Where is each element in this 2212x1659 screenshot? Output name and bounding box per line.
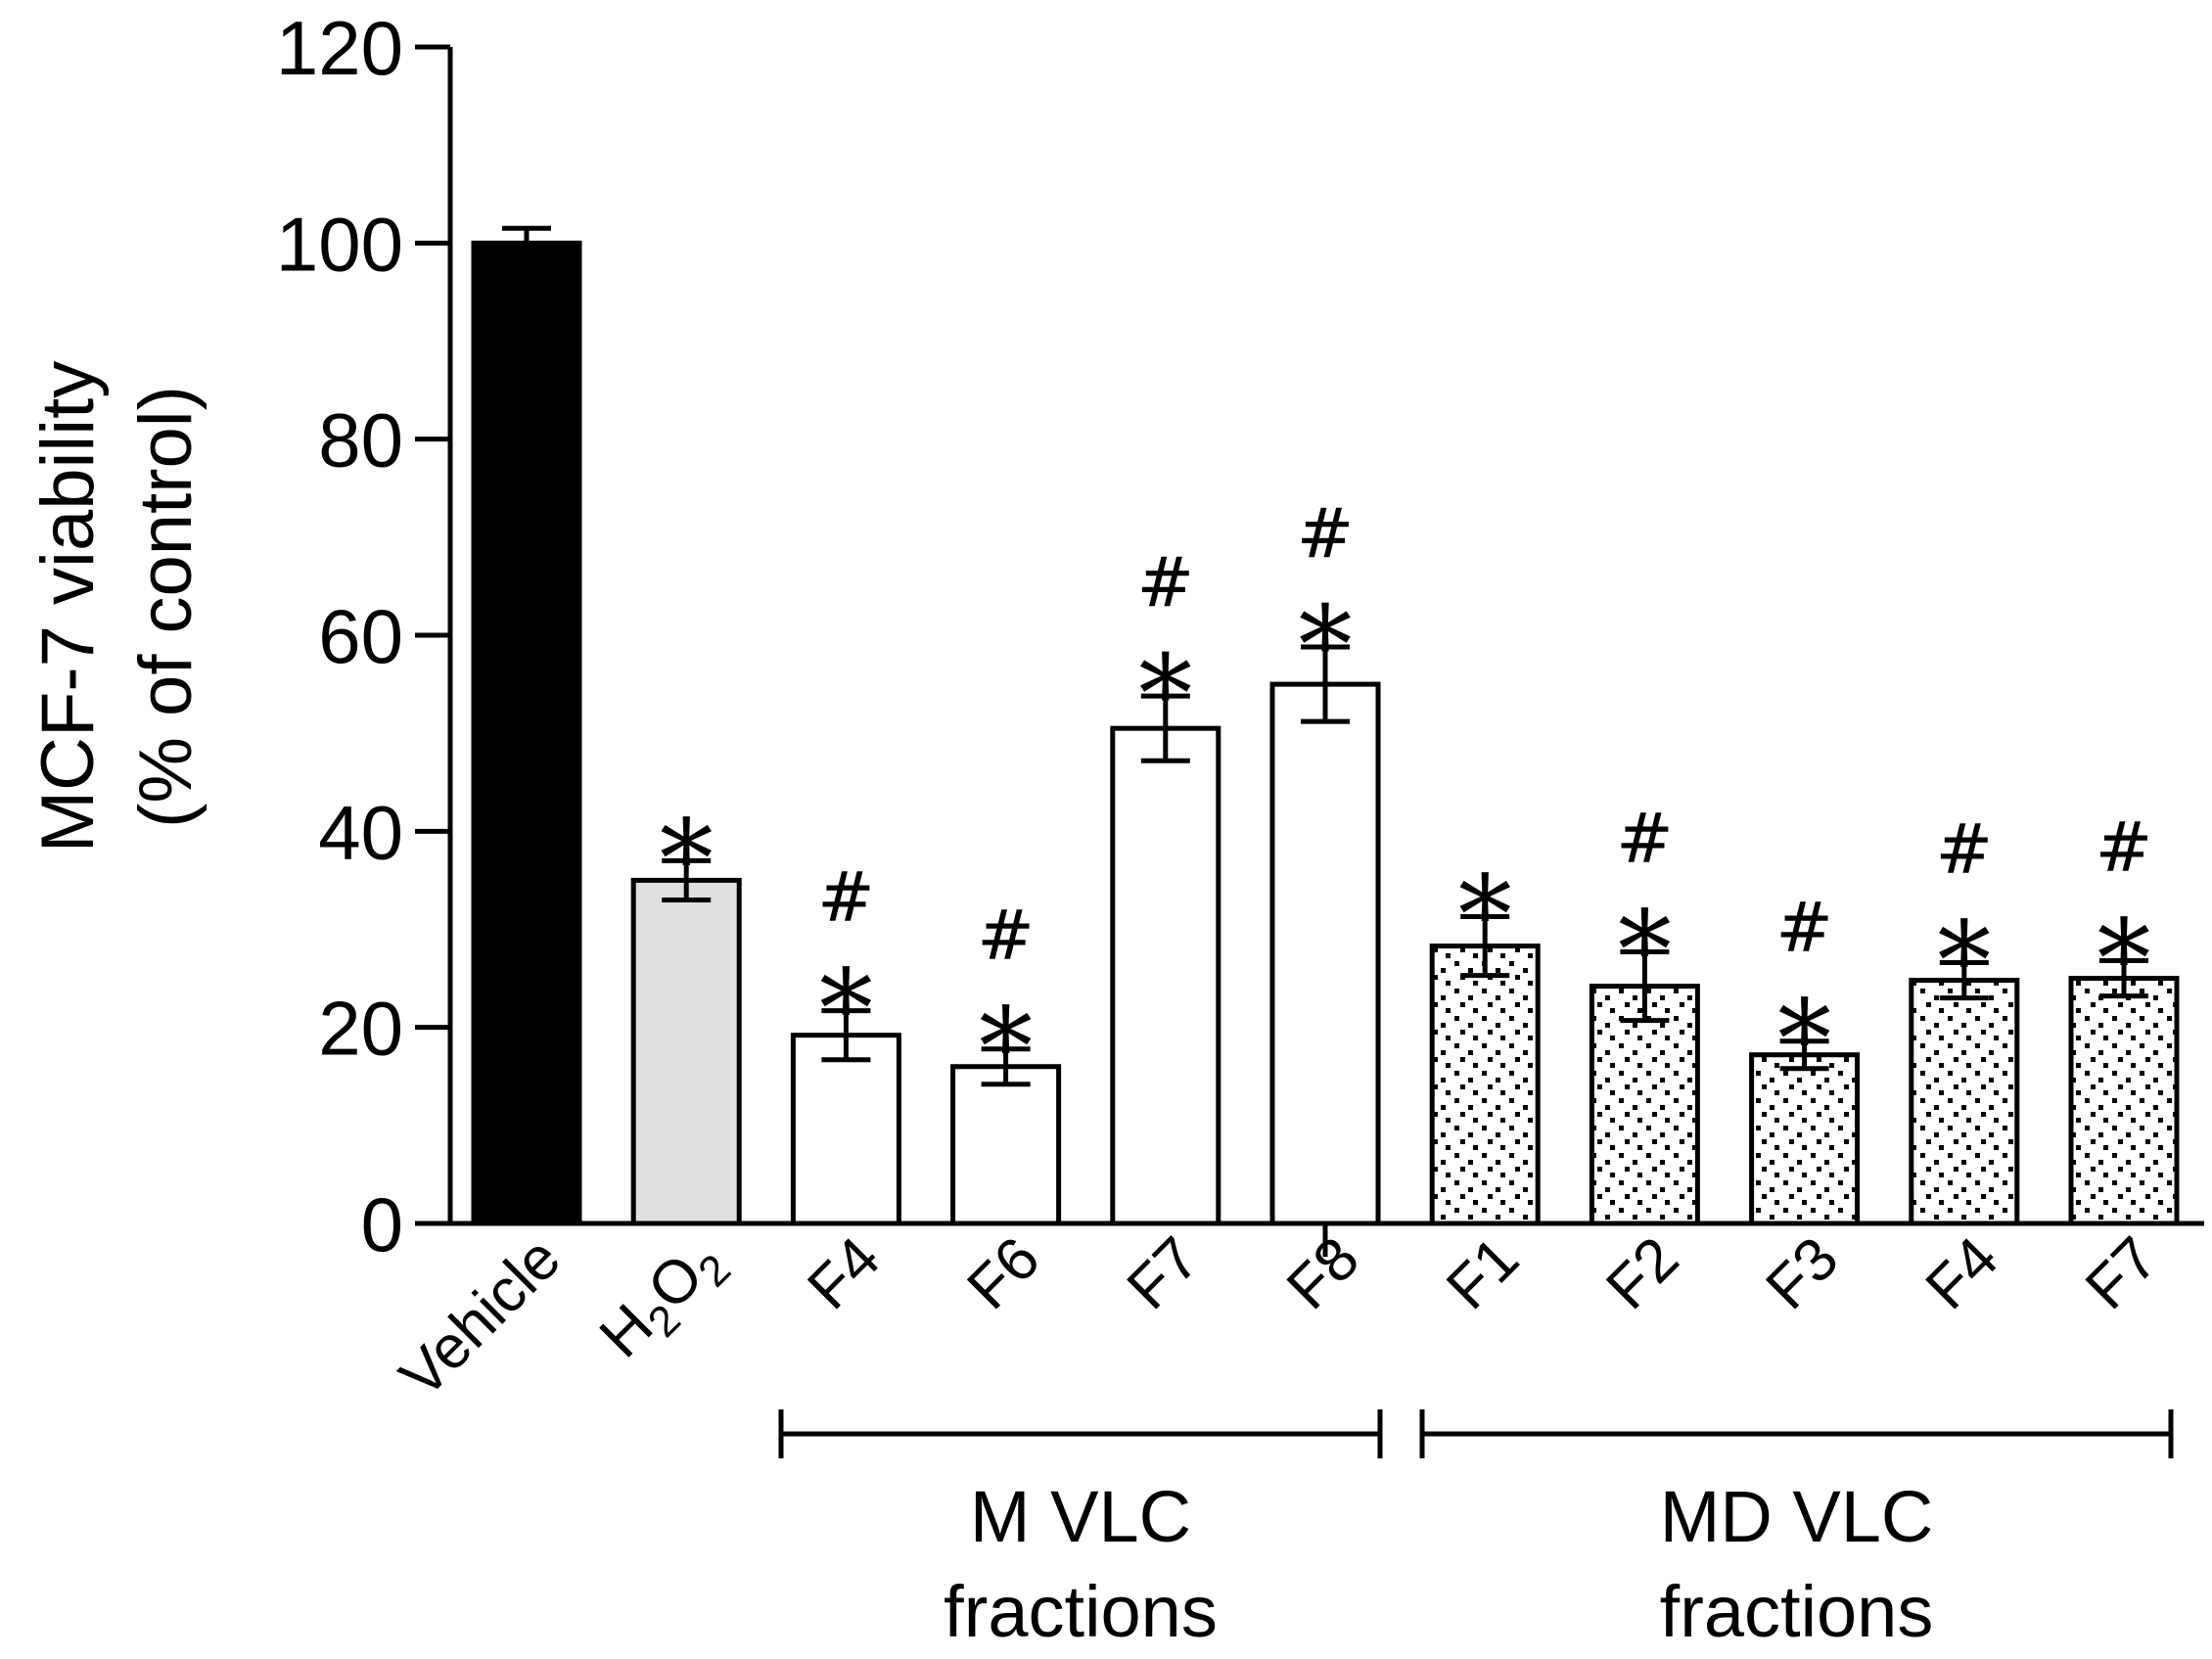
- significance-star: *: [1138, 631, 1192, 757]
- error-bar: [1140, 693, 1190, 763]
- error-bars-layer: [502, 225, 2148, 1087]
- error-bar: [1939, 960, 1989, 1001]
- category-label: F7: [1115, 1224, 1213, 1322]
- group-label-line2: fractions: [1660, 1571, 1934, 1652]
- significance-hash: #: [1935, 809, 1993, 890]
- significance-hash: #: [1136, 542, 1194, 622]
- significance-star: *: [660, 796, 714, 921]
- error-bar: [502, 225, 551, 260]
- significance-hash: #: [1616, 799, 1674, 879]
- bars-layer: [471, 240, 2180, 1226]
- significance-hash: #: [1775, 888, 1833, 968]
- significance-star: *: [1618, 888, 1672, 1013]
- y-tick-label: 20: [318, 986, 403, 1072]
- error-bar: [1460, 913, 1510, 979]
- category-labels-layer: Vehicle H2O2 F4 F6 F7 F8 F1 F2 F3 F4 F7: [388, 1224, 2171, 1410]
- y-tick-label: 100: [276, 201, 403, 287]
- bar: [950, 1064, 1062, 1226]
- error-bar: [2099, 958, 2148, 999]
- error-bar: [1301, 644, 1350, 724]
- category-label: F4: [795, 1224, 893, 1322]
- significance-star: *: [1458, 852, 1512, 977]
- significance-star: *: [979, 985, 1033, 1110]
- group-label-line2: fractions: [944, 1571, 1218, 1652]
- significance-hash: #: [977, 896, 1035, 976]
- error-bar: [662, 857, 712, 902]
- group-label-line1: M VLC: [970, 1476, 1191, 1557]
- bar: [1269, 681, 1381, 1226]
- error-bar: [981, 1046, 1031, 1087]
- significance-hash: #: [817, 857, 875, 938]
- significance-star: *: [1299, 582, 1353, 708]
- y-tick-label: 120: [276, 5, 403, 91]
- category-label: F3: [1754, 1224, 1852, 1322]
- y-axis-label-line2: (% of control): [124, 386, 207, 828]
- bar: [2068, 976, 2180, 1226]
- y-tick-label: 80: [318, 397, 403, 484]
- category-label: F1: [1434, 1224, 1532, 1322]
- bar: [630, 877, 742, 1226]
- y-tick-label: 0: [361, 1181, 403, 1267]
- bar: [1429, 944, 1541, 1226]
- significance-hash: #: [1297, 493, 1355, 574]
- error-bar: [1620, 949, 1670, 1024]
- bar: [1110, 725, 1221, 1226]
- category-label: F8: [1274, 1224, 1372, 1322]
- significance-star: *: [1777, 977, 1831, 1102]
- significance-star: *: [1937, 899, 1991, 1024]
- y-tick-label: 60: [318, 593, 403, 679]
- error-bar: [821, 1008, 871, 1063]
- axes-layer: 0 20 40 60 80 100 120: [276, 5, 2204, 1267]
- bar: [1749, 1052, 1861, 1226]
- significance-star: *: [819, 946, 873, 1072]
- error-bar: [1779, 1038, 1829, 1072]
- group-bracket: MD VLC fractions: [1419, 1409, 2174, 1652]
- significance-star: *: [2097, 897, 2151, 1022]
- significance-layer: **#*#*# *#* *#*# *#*#: [660, 493, 2153, 1110]
- category-label: F4: [1913, 1224, 2011, 1322]
- bar: [1589, 984, 1700, 1226]
- y-axis-label-line1: MCF-7 viability: [26, 361, 110, 853]
- group-brackets-layer: M VLC fractions MD VLC fractions: [778, 1409, 2174, 1652]
- category-label: H2O2: [587, 1224, 740, 1377]
- category-label: F6: [955, 1224, 1053, 1322]
- bar: [471, 240, 582, 1226]
- group-bracket: M VLC fractions: [778, 1409, 1383, 1652]
- category-label: Vehicle: [388, 1224, 574, 1410]
- significance-hash: #: [2096, 807, 2153, 888]
- y-tick-label: 40: [318, 789, 403, 875]
- category-label: F2: [1593, 1224, 1691, 1322]
- category-label: F7: [2073, 1224, 2171, 1322]
- group-label-line1: MD VLC: [1660, 1476, 1934, 1557]
